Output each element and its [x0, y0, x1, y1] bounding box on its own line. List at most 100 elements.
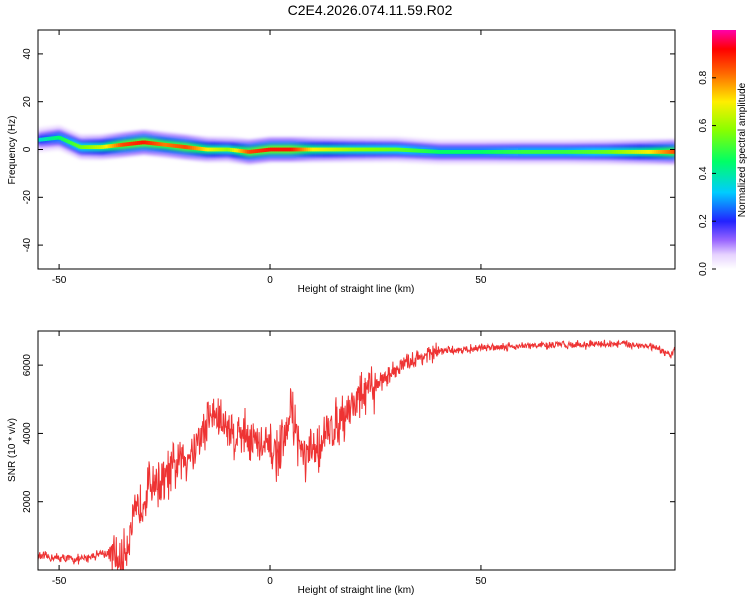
spectrogram-cell — [198, 146, 202, 151]
spectrogram-cell — [573, 149, 577, 154]
spectrogram-cell — [464, 149, 467, 154]
spectrogram-cell — [474, 149, 478, 154]
spectrogram-cell — [278, 147, 282, 152]
spectrogram-cell — [234, 148, 237, 153]
spectrogram-cell — [147, 141, 151, 145]
spectrogram-cell — [577, 149, 581, 154]
spectrogram-cell — [99, 145, 102, 150]
spectrogram-cell — [118, 143, 121, 147]
spectrogram-cell — [639, 149, 642, 154]
spectrogram-cell — [495, 149, 499, 154]
spectrogram-cell — [386, 147, 389, 152]
spectrogram-cell — [177, 144, 180, 149]
spectrogram-cell — [326, 147, 330, 152]
spectrogram-cell — [569, 149, 573, 154]
spectrogram-cell — [75, 143, 79, 148]
spectrogram-cell — [508, 149, 512, 154]
spectrogram-cell — [225, 147, 229, 152]
spectrogram-cell — [88, 145, 92, 150]
spectrogram-cell — [362, 147, 366, 152]
spectrogram-cell — [130, 141, 134, 146]
spectrogram-cell — [459, 149, 463, 154]
spectrogram-cell — [369, 147, 372, 152]
spectrogram-cell — [352, 147, 355, 152]
spectrogram-cell — [615, 149, 619, 154]
spectrogram-cell — [63, 138, 67, 142]
spectrogram-cell — [364, 147, 368, 152]
spectrogram-cell — [303, 147, 307, 152]
spectrogram-cell — [502, 149, 505, 154]
spectrogram-cell — [421, 149, 425, 153]
spectrogram-cell — [354, 147, 358, 152]
spectrogram-cell — [265, 147, 269, 152]
spectrogram-cell — [434, 149, 438, 154]
spectrogram-cell — [145, 140, 149, 145]
y-tick-label: 0 — [22, 146, 33, 152]
spectrogram-cell — [628, 149, 632, 154]
spectrogram-cell — [204, 147, 208, 152]
spectrogram-cell — [407, 148, 410, 153]
spectrogram-cell — [417, 148, 421, 153]
spectrogram-cell — [546, 149, 550, 154]
spectrogram-cell — [71, 141, 75, 146]
spectrogram-cell — [314, 147, 318, 152]
spectrogram-cell — [377, 147, 381, 152]
spectrogram-cell — [200, 146, 204, 151]
spectrogram-cell — [367, 147, 370, 152]
spectrogram-cell — [554, 149, 558, 154]
spectrogram-cell — [307, 147, 311, 152]
snr-series-line — [38, 339, 675, 570]
y-tick-label: 20 — [22, 96, 33, 108]
spectrogram-cell — [341, 147, 345, 152]
spectrogram-cell — [394, 147, 398, 152]
spectrogram-cell — [185, 145, 189, 150]
spectrogram-cell — [316, 147, 320, 152]
spectrogram-cell — [94, 145, 98, 150]
spectrogram-cell — [238, 148, 242, 153]
spectrogram-cell — [135, 141, 138, 146]
spectrogram-cell — [415, 148, 419, 153]
spectrogram-cell — [487, 149, 490, 154]
spectrogram-y-ticks: -40 -20 0 20 40 — [22, 48, 675, 252]
spectrogram-cell — [267, 147, 271, 152]
x-tick-label: 0 — [267, 576, 273, 587]
spectrogram-cell — [196, 146, 199, 151]
spectrogram-cell — [499, 149, 503, 154]
spectrogram-cell — [603, 149, 606, 154]
spectrogram-cell — [276, 147, 280, 152]
snr-y-axis-label: SNR (10 * v/v) — [7, 418, 18, 482]
spectrogram-cell — [236, 148, 239, 153]
spectrogram-cell — [59, 136, 62, 140]
spectrogram-cell — [318, 147, 322, 152]
spectrogram-cell — [183, 145, 187, 149]
spectrogram-cell — [282, 147, 286, 152]
spectrogram-cell — [537, 149, 541, 154]
spectrogram-cell — [61, 137, 64, 141]
spectrogram-cell — [637, 149, 640, 154]
spectrogram-cell — [109, 144, 113, 148]
spectrogram-cell — [38, 137, 41, 142]
spectrogram-cell — [40, 137, 43, 142]
spectrogram-cell — [86, 145, 90, 150]
spectrogram-cell — [113, 143, 117, 148]
spectrogram-cell — [510, 149, 514, 154]
spectrogram-cell — [166, 143, 170, 147]
spectrogram-cell — [172, 143, 176, 148]
spectrogram-cell — [280, 147, 284, 152]
spectrogram-cell — [156, 141, 159, 146]
spectrogram-cell — [297, 147, 301, 152]
spectrogram-cell — [187, 145, 191, 150]
spectrogram-cell — [356, 147, 360, 152]
snr-x-ticks: -50 0 50 — [52, 331, 487, 587]
y-tick-label: -20 — [22, 190, 33, 205]
spectrogram-cell — [548, 149, 552, 154]
spectrogram-cell — [168, 143, 172, 148]
spectrogram-cell — [312, 147, 315, 152]
spectrogram-cell — [160, 142, 164, 147]
spectrogram-cell — [660, 149, 663, 154]
spectrogram-cell — [248, 149, 252, 154]
spectrogram-cell — [634, 149, 638, 154]
spectrogram-cell — [556, 149, 560, 154]
spectrogram-cell — [651, 149, 655, 154]
